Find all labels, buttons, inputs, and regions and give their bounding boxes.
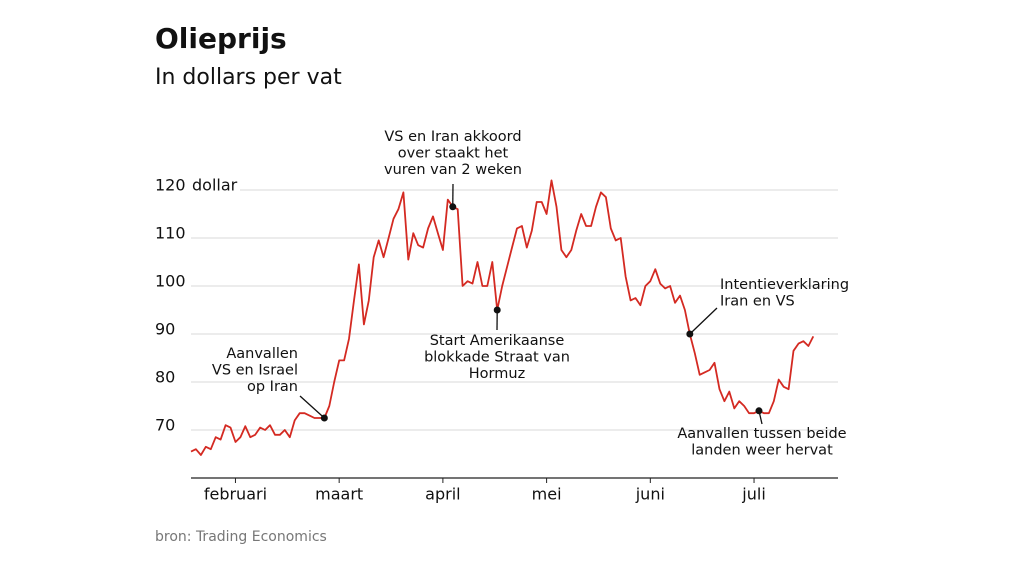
chart-subtitle: In dollars per vat	[155, 65, 342, 90]
y-tick-label: 110	[155, 224, 186, 243]
annotation-dot	[320, 414, 328, 422]
price-line	[190, 179, 815, 456]
annotation-leader	[689, 307, 718, 335]
y-tick-label: 70	[155, 416, 175, 435]
annotation-text: Iran en VS	[720, 294, 795, 310]
annotation-text: Aanvallen	[226, 346, 298, 362]
x-tick-label: juli	[741, 485, 765, 504]
annotation-text: Aanvallen tussen beide	[677, 426, 846, 442]
annotation-text: VS en Israel	[212, 363, 298, 379]
chart-title: Olieprijs	[155, 22, 287, 55]
annotation-text: VS en Iran akkoord	[384, 129, 521, 145]
annotation-dot	[755, 407, 763, 415]
annotation-text: blokkade Straat van	[424, 350, 570, 366]
x-tick-label: mei	[532, 485, 562, 504]
annotation-text: op Iran	[247, 379, 298, 395]
y-tick-label: 90	[155, 320, 175, 339]
annotation-text: landen weer hervat	[691, 443, 833, 459]
y-tick-label: 120	[155, 176, 186, 195]
x-tick-label: april	[425, 485, 460, 504]
annotation-text: vuren van 2 weken	[384, 162, 522, 178]
annotation-text: Start Amerikaanse	[430, 333, 565, 349]
x-tick-label: maart	[315, 485, 363, 504]
x-tick-label: februari	[204, 485, 267, 504]
annotation-dot	[686, 330, 694, 338]
annotation-dot	[449, 203, 457, 211]
annotation-leader	[299, 395, 325, 419]
annotation-text: Intentieverklaring	[720, 277, 849, 293]
annotation-text: Hormuz	[469, 366, 525, 382]
y-tick-label: 100	[155, 272, 186, 291]
annotation-text: over staakt het	[398, 146, 509, 162]
annotation-dot	[493, 306, 501, 314]
y-unit: dollar	[192, 176, 238, 195]
y-tick-label: 80	[155, 368, 175, 387]
source: bron: Trading Economics	[155, 529, 327, 545]
x-tick-label: juni	[635, 485, 665, 504]
